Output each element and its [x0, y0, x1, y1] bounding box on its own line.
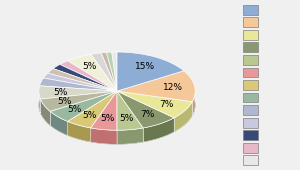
Polygon shape: [48, 69, 53, 87]
Wedge shape: [60, 61, 117, 91]
Polygon shape: [39, 86, 41, 113]
Polygon shape: [117, 128, 143, 144]
Text: 5%: 5%: [100, 114, 115, 123]
Polygon shape: [43, 73, 48, 92]
Wedge shape: [101, 52, 117, 91]
Polygon shape: [117, 52, 184, 85]
FancyBboxPatch shape: [243, 118, 258, 128]
Text: 7%: 7%: [141, 110, 155, 119]
Text: 5%: 5%: [57, 97, 72, 106]
Polygon shape: [143, 118, 174, 142]
Polygon shape: [68, 54, 91, 75]
Wedge shape: [91, 53, 117, 91]
Polygon shape: [53, 64, 60, 83]
Text: 7%: 7%: [159, 100, 173, 109]
Polygon shape: [184, 71, 195, 116]
Polygon shape: [50, 112, 68, 135]
Ellipse shape: [39, 66, 195, 144]
Wedge shape: [40, 91, 117, 112]
Wedge shape: [40, 78, 117, 91]
Polygon shape: [174, 102, 192, 132]
Polygon shape: [91, 53, 101, 68]
Wedge shape: [68, 54, 117, 91]
Polygon shape: [101, 52, 106, 67]
Polygon shape: [40, 78, 43, 100]
Wedge shape: [106, 52, 117, 91]
Polygon shape: [91, 128, 117, 144]
Text: 5%: 5%: [82, 62, 97, 71]
Wedge shape: [53, 64, 117, 91]
FancyBboxPatch shape: [243, 42, 258, 52]
FancyBboxPatch shape: [243, 143, 258, 153]
Wedge shape: [117, 91, 174, 128]
Text: 5%: 5%: [53, 88, 68, 97]
FancyBboxPatch shape: [243, 30, 258, 40]
FancyBboxPatch shape: [243, 17, 258, 27]
Wedge shape: [112, 52, 117, 91]
Wedge shape: [48, 69, 117, 91]
FancyBboxPatch shape: [243, 5, 258, 15]
Polygon shape: [40, 99, 50, 125]
FancyBboxPatch shape: [243, 55, 258, 65]
Polygon shape: [68, 121, 91, 142]
Wedge shape: [91, 91, 117, 130]
Text: 5%: 5%: [82, 111, 97, 120]
Polygon shape: [106, 52, 112, 66]
Wedge shape: [117, 71, 195, 102]
FancyBboxPatch shape: [243, 130, 258, 140]
Wedge shape: [50, 91, 117, 121]
Text: 5%: 5%: [119, 114, 134, 123]
FancyBboxPatch shape: [243, 93, 258, 103]
Wedge shape: [39, 86, 117, 99]
Text: 5%: 5%: [68, 105, 82, 114]
Wedge shape: [117, 91, 143, 130]
FancyBboxPatch shape: [243, 80, 258, 90]
FancyBboxPatch shape: [243, 67, 258, 77]
FancyBboxPatch shape: [243, 105, 258, 115]
Text: 15%: 15%: [134, 62, 155, 71]
Text: 12%: 12%: [163, 83, 183, 92]
Wedge shape: [68, 91, 117, 128]
FancyBboxPatch shape: [243, 155, 258, 165]
Wedge shape: [117, 52, 184, 91]
Wedge shape: [117, 91, 192, 118]
Wedge shape: [43, 73, 117, 91]
Polygon shape: [112, 52, 117, 66]
Polygon shape: [60, 61, 68, 79]
